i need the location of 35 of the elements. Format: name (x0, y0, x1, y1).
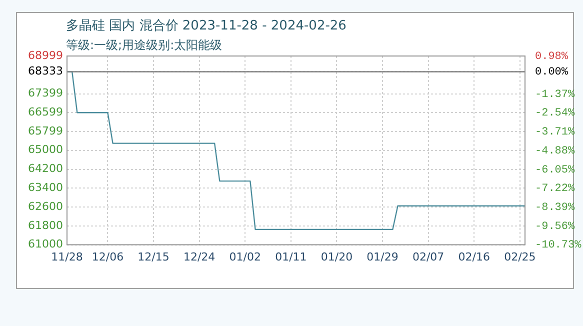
chart-title: 多晶硅 国内 混合价 2023-11-28 - 2024-02-26 (66, 18, 346, 34)
y2-tick-label: -6.05% (535, 164, 576, 176)
x-tick-label: 01/29 (366, 250, 398, 264)
y-tick-label: 63400 (28, 181, 63, 194)
y2-tick-label: -4.88% (535, 145, 576, 158)
y2-tick-label: -1.37% (535, 88, 576, 101)
y2-tick-label: 0.00% (535, 66, 568, 79)
y2-tick-label: -2.54% (535, 108, 576, 120)
y-tick-label: 61000 (28, 238, 63, 251)
x-tick-label: 12/24 (183, 250, 216, 264)
x-tick-label: 01/20 (320, 250, 353, 264)
x-tick-label: 12/06 (92, 250, 124, 264)
x-tick-label: 02/16 (458, 250, 490, 264)
x-tick-label: 02/07 (412, 250, 444, 264)
y2-tick-label: -7.22% (535, 183, 576, 196)
y-tick-label: 62600 (28, 200, 63, 213)
x-tick-label: 12/15 (138, 250, 170, 264)
y2-tick-label: -3.71% (535, 126, 576, 139)
y-tick-label: 65799 (28, 124, 63, 138)
y-tick-label: 68333 (28, 64, 63, 78)
y-tick-label: 61800 (28, 218, 63, 232)
y-tick-label: 68999 (28, 48, 63, 62)
y-tick-label: 67399 (28, 86, 63, 100)
x-tick-label: 01/11 (275, 250, 307, 264)
x-tick-label: 11/28 (51, 250, 83, 264)
x-tick-label: 01/02 (229, 250, 261, 264)
y-tick-label: 64200 (28, 162, 63, 176)
y2-tick-label: 0.98% (535, 50, 568, 63)
y-tick-label: 65000 (28, 143, 63, 156)
y-tick-label: 66599 (28, 106, 63, 119)
y2-tick-label: -9.56% (535, 220, 576, 233)
x-tick-label: 02/25 (504, 250, 536, 264)
y2-tick-label: -8.39% (535, 202, 576, 214)
y2-tick-label: -10.73% (535, 240, 582, 252)
chart-subtitle: 等级:一级;用途级别:太阳能级 (66, 38, 222, 52)
